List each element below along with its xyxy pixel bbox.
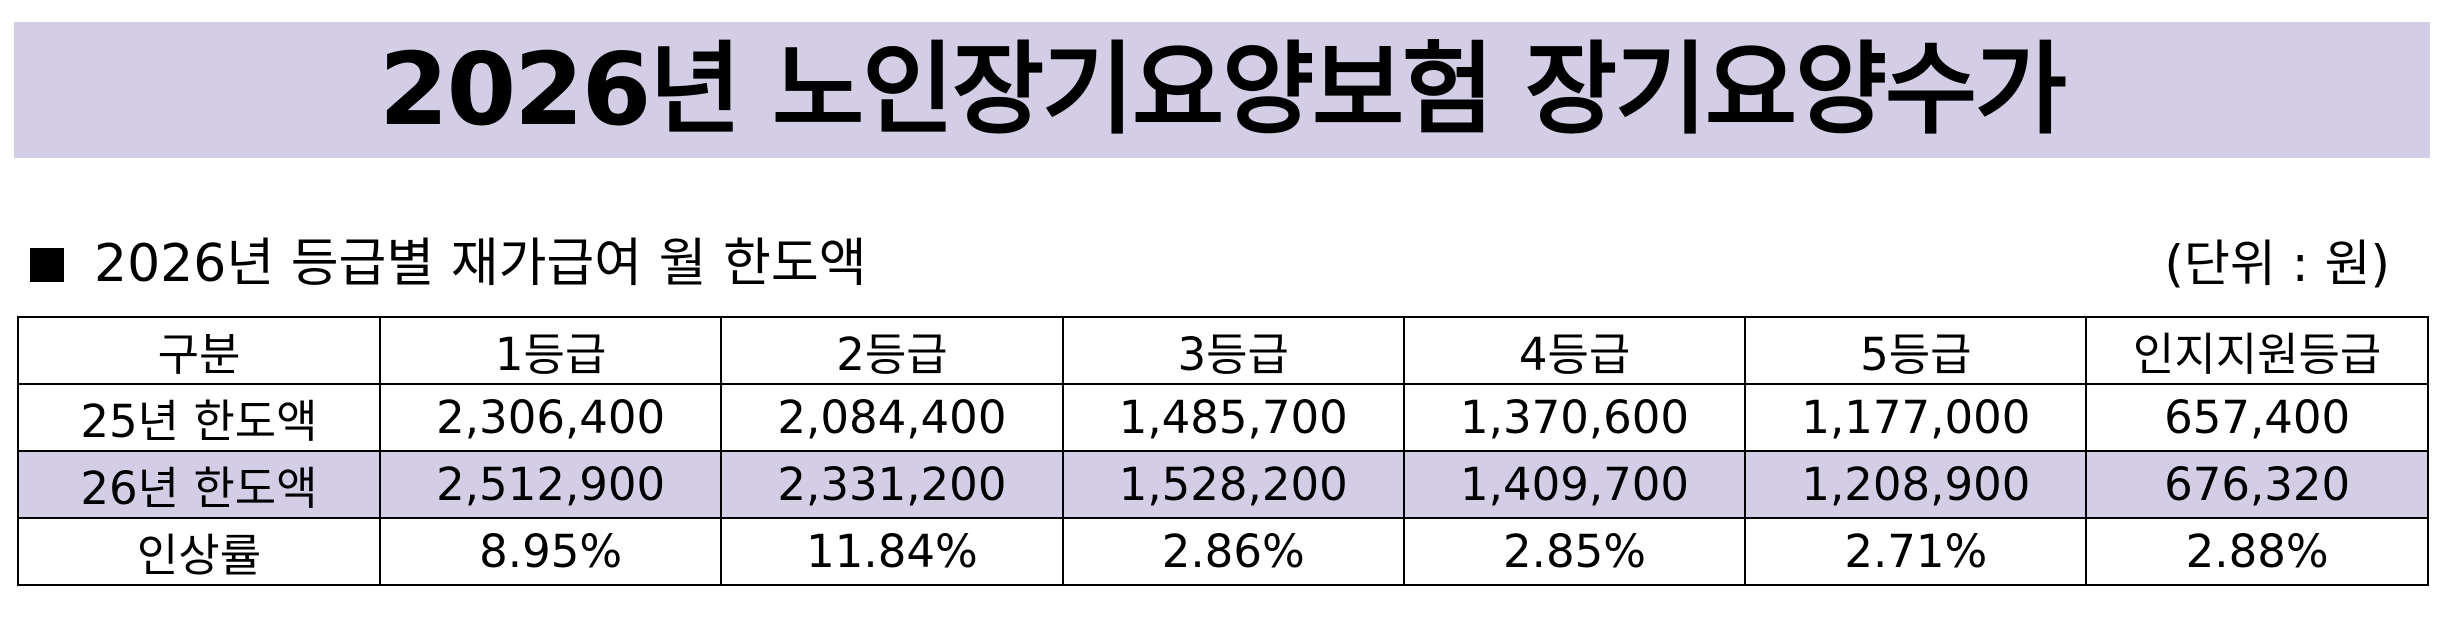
table-cell: 676,320	[2085, 450, 2429, 519]
header-cell-grade-1: 1등급	[378, 316, 723, 385]
title-banner: 2026년 노인장기요양보험 장기요양수가	[14, 22, 2430, 158]
table-cell: 657,400	[2085, 383, 2429, 452]
table-cell: 2,084,400	[720, 383, 1064, 452]
row-label: 25년 한도액	[17, 383, 381, 452]
grade-limit-table: 구분 1등급 2등급 3등급 4등급 5등급 인지지원등급 25년 한도액 2,…	[17, 316, 2429, 586]
table-cell: 2,306,400	[378, 383, 723, 452]
table-cell: 1,177,000	[1744, 383, 2088, 452]
header-cell-grade-4: 4등급	[1402, 316, 1747, 385]
table-row-2026-limit: 26년 한도액 2,512,900 2,331,200 1,528,200 1,…	[17, 450, 2429, 519]
table-cell: 1,409,700	[1402, 450, 1747, 519]
table-cell: 11.84%	[720, 517, 1064, 586]
table-cell: 1,208,900	[1744, 450, 2088, 519]
table-cell: 2.88%	[2085, 517, 2429, 586]
header-cell-grade-3: 3등급	[1061, 316, 1405, 385]
table-cell: 1,370,600	[1402, 383, 1747, 452]
table-header-row: 구분 1등급 2등급 3등급 4등급 5등급 인지지원등급	[17, 316, 2429, 385]
section-title: 2026년 등급별 재가급여 월 한도액	[94, 234, 867, 294]
unit-note: (단위 : 원)	[2164, 235, 2390, 293]
table-cell: 1,485,700	[1061, 383, 1405, 452]
table-cell: 1,528,200	[1061, 450, 1405, 519]
row-label: 인상률	[17, 517, 381, 586]
table-cell: 2.86%	[1061, 517, 1405, 586]
table-row-increase-rate: 인상률 8.95% 11.84% 2.86% 2.85% 2.71% 2.88%	[17, 517, 2429, 586]
page-title: 2026년 노인장기요양보험 장기요양수가	[379, 31, 2067, 148]
table-cell: 2.85%	[1402, 517, 1747, 586]
square-bullet-icon	[30, 248, 64, 282]
header-cell-cognitive-support: 인지지원등급	[2085, 316, 2429, 385]
section-header: 2026년 등급별 재가급여 월 한도액	[30, 228, 2370, 298]
header-cell-grade-2: 2등급	[720, 316, 1064, 385]
table-cell: 2,331,200	[720, 450, 1064, 519]
table-cell: 8.95%	[378, 517, 723, 586]
header-cell-category: 구분	[17, 316, 381, 385]
table-row-2025-limit: 25년 한도액 2,306,400 2,084,400 1,485,700 1,…	[17, 383, 2429, 452]
table-cell: 2.71%	[1744, 517, 2088, 586]
header-cell-grade-5: 5등급	[1744, 316, 2088, 385]
row-label: 26년 한도액	[17, 450, 381, 519]
table-cell: 2,512,900	[378, 450, 723, 519]
